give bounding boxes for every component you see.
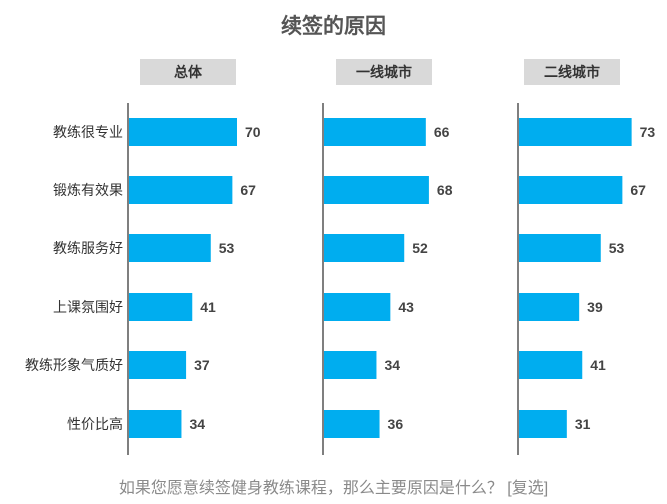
category-label: 教练很专业	[53, 124, 123, 140]
value-label: 37	[194, 357, 210, 373]
bar	[129, 118, 237, 146]
value-label: 36	[388, 416, 404, 432]
bar	[324, 176, 429, 204]
value-label: 52	[412, 240, 428, 256]
value-label: 68	[437, 182, 453, 198]
category-label: 教练服务好	[53, 240, 123, 256]
value-label: 43	[398, 299, 414, 315]
category-label: 性价比高	[67, 416, 123, 432]
bar	[519, 293, 580, 321]
value-label: 67	[240, 182, 256, 198]
panel-header-box	[140, 59, 236, 85]
bar	[519, 410, 567, 438]
bar	[324, 351, 377, 379]
category-label: 教练形象气质好	[25, 357, 123, 373]
bar	[129, 293, 193, 321]
value-label: 67	[630, 182, 646, 198]
bar	[324, 293, 391, 321]
footnote: 如果您愿意续签健身教练课程，那么主要原因是什么？ [复选]	[118, 480, 549, 497]
value-label: 70	[245, 124, 261, 140]
bar	[324, 410, 380, 438]
value-label: 41	[590, 357, 606, 373]
value-label: 39	[587, 299, 603, 315]
value-label: 34	[189, 416, 205, 432]
panel-header-box	[336, 59, 432, 85]
value-label: 73	[640, 124, 656, 140]
value-label: 34	[384, 357, 400, 373]
panel-title: 二线城市	[544, 64, 600, 80]
bar	[519, 118, 632, 146]
bar	[129, 351, 187, 379]
bar	[324, 234, 405, 262]
panel-title: 总体	[174, 64, 203, 80]
value-label: 66	[434, 124, 450, 140]
panel-title: 一线城市	[356, 64, 412, 80]
value-label: 41	[200, 299, 216, 315]
bar	[519, 234, 601, 262]
value-label: 31	[575, 416, 591, 432]
bar	[129, 410, 182, 438]
bar	[519, 351, 583, 379]
panel-header-box	[524, 59, 620, 85]
bar	[129, 234, 211, 262]
category-label: 上课氛围好	[53, 299, 123, 315]
chart-title: 续签的原因	[281, 15, 386, 38]
bar	[519, 176, 623, 204]
category-label: 锻炼有效果	[53, 182, 123, 198]
bar	[324, 118, 426, 146]
bar	[129, 176, 233, 204]
value-label: 53	[609, 240, 625, 256]
value-label: 53	[219, 240, 235, 256]
